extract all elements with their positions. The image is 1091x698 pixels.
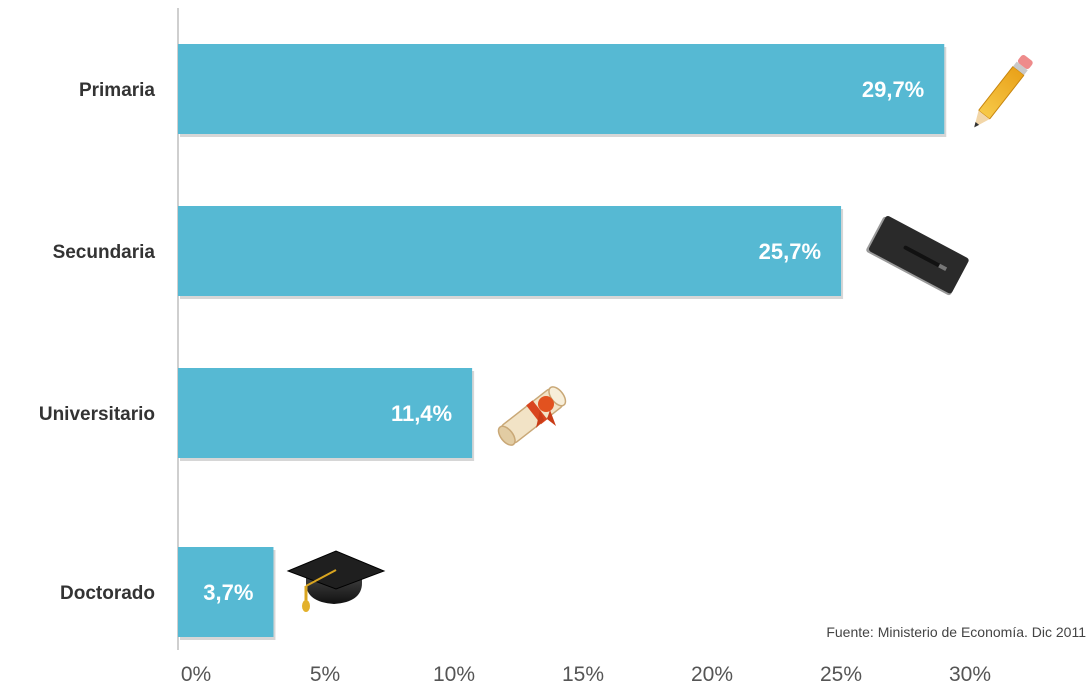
diploma-icon	[497, 386, 567, 446]
x-tick-label-20: 20%	[691, 663, 733, 686]
x-tick-label-15: 15%	[562, 663, 604, 686]
x-tick-label-25: 25%	[820, 663, 862, 686]
bar-primaria	[178, 44, 945, 134]
data-label-primaria: 29,7%	[862, 77, 924, 102]
data-label-doctorado: 3,7%	[203, 580, 253, 605]
source-note: Fuente: Ministerio de Economía. Dic 2011	[826, 624, 1086, 640]
bar-doctorado	[178, 547, 274, 637]
pencil-icon	[974, 54, 1033, 128]
category-label-doctorado: Doctorado	[60, 583, 155, 604]
data-label-secundaria: 25,7%	[759, 239, 821, 264]
x-tick-label-0: 0%	[181, 663, 211, 686]
graduation-cap-icon	[286, 550, 386, 612]
category-label-universitario: Universitario	[39, 404, 155, 425]
bar-universitario	[178, 368, 473, 458]
data-label-universitario: 11,4%	[391, 401, 452, 426]
notebook-icon	[866, 216, 969, 296]
category-label-primaria: Primaria	[79, 80, 155, 101]
x-tick-label-30: 30%	[949, 663, 991, 686]
x-tick-label-5: 5%	[310, 663, 340, 686]
category-label-secundaria: Secundaria	[53, 242, 156, 263]
x-tick-label-10: 10%	[433, 663, 475, 686]
bar-secundaria	[178, 206, 842, 296]
